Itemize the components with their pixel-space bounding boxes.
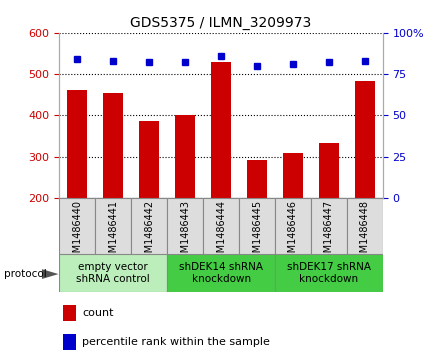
Bar [139,122,159,198]
Text: protocol: protocol [4,269,47,279]
Text: GSM1486448: GSM1486448 [360,200,370,265]
Bar [167,198,203,254]
Text: count: count [82,308,114,318]
Bar [67,90,87,198]
Bar [62,305,76,321]
Bar [247,160,267,198]
Bar [59,198,95,254]
Bar [95,198,131,254]
Text: GSM1486442: GSM1486442 [144,200,154,265]
Text: GSM1486446: GSM1486446 [288,200,298,265]
Text: GSM1486441: GSM1486441 [108,200,118,265]
Bar [211,62,231,198]
Bar [167,254,275,292]
Bar [175,115,195,198]
Polygon shape [42,269,59,279]
Bar [347,198,383,254]
Bar [275,198,311,254]
Bar [62,334,76,350]
Bar [311,198,347,254]
Text: shDEK14 shRNA
knockdown: shDEK14 shRNA knockdown [179,262,263,284]
Text: GSM1486445: GSM1486445 [252,200,262,265]
Text: GSM1486444: GSM1486444 [216,200,226,265]
Bar [203,198,239,254]
Bar [275,254,383,292]
Bar [103,93,123,198]
Bar [239,198,275,254]
Text: shDEK17 shRNA
knockdown: shDEK17 shRNA knockdown [287,262,371,284]
Bar [131,198,167,254]
Bar [59,254,167,292]
Text: GSM1486447: GSM1486447 [324,200,334,265]
Title: GDS5375 / ILMN_3209973: GDS5375 / ILMN_3209973 [131,16,312,30]
Bar [283,153,303,198]
Bar [355,81,375,198]
Text: empty vector
shRNA control: empty vector shRNA control [77,262,150,284]
Text: GSM1486440: GSM1486440 [72,200,82,265]
Text: GSM1486443: GSM1486443 [180,200,190,265]
Bar [319,143,339,198]
Text: percentile rank within the sample: percentile rank within the sample [82,337,270,347]
